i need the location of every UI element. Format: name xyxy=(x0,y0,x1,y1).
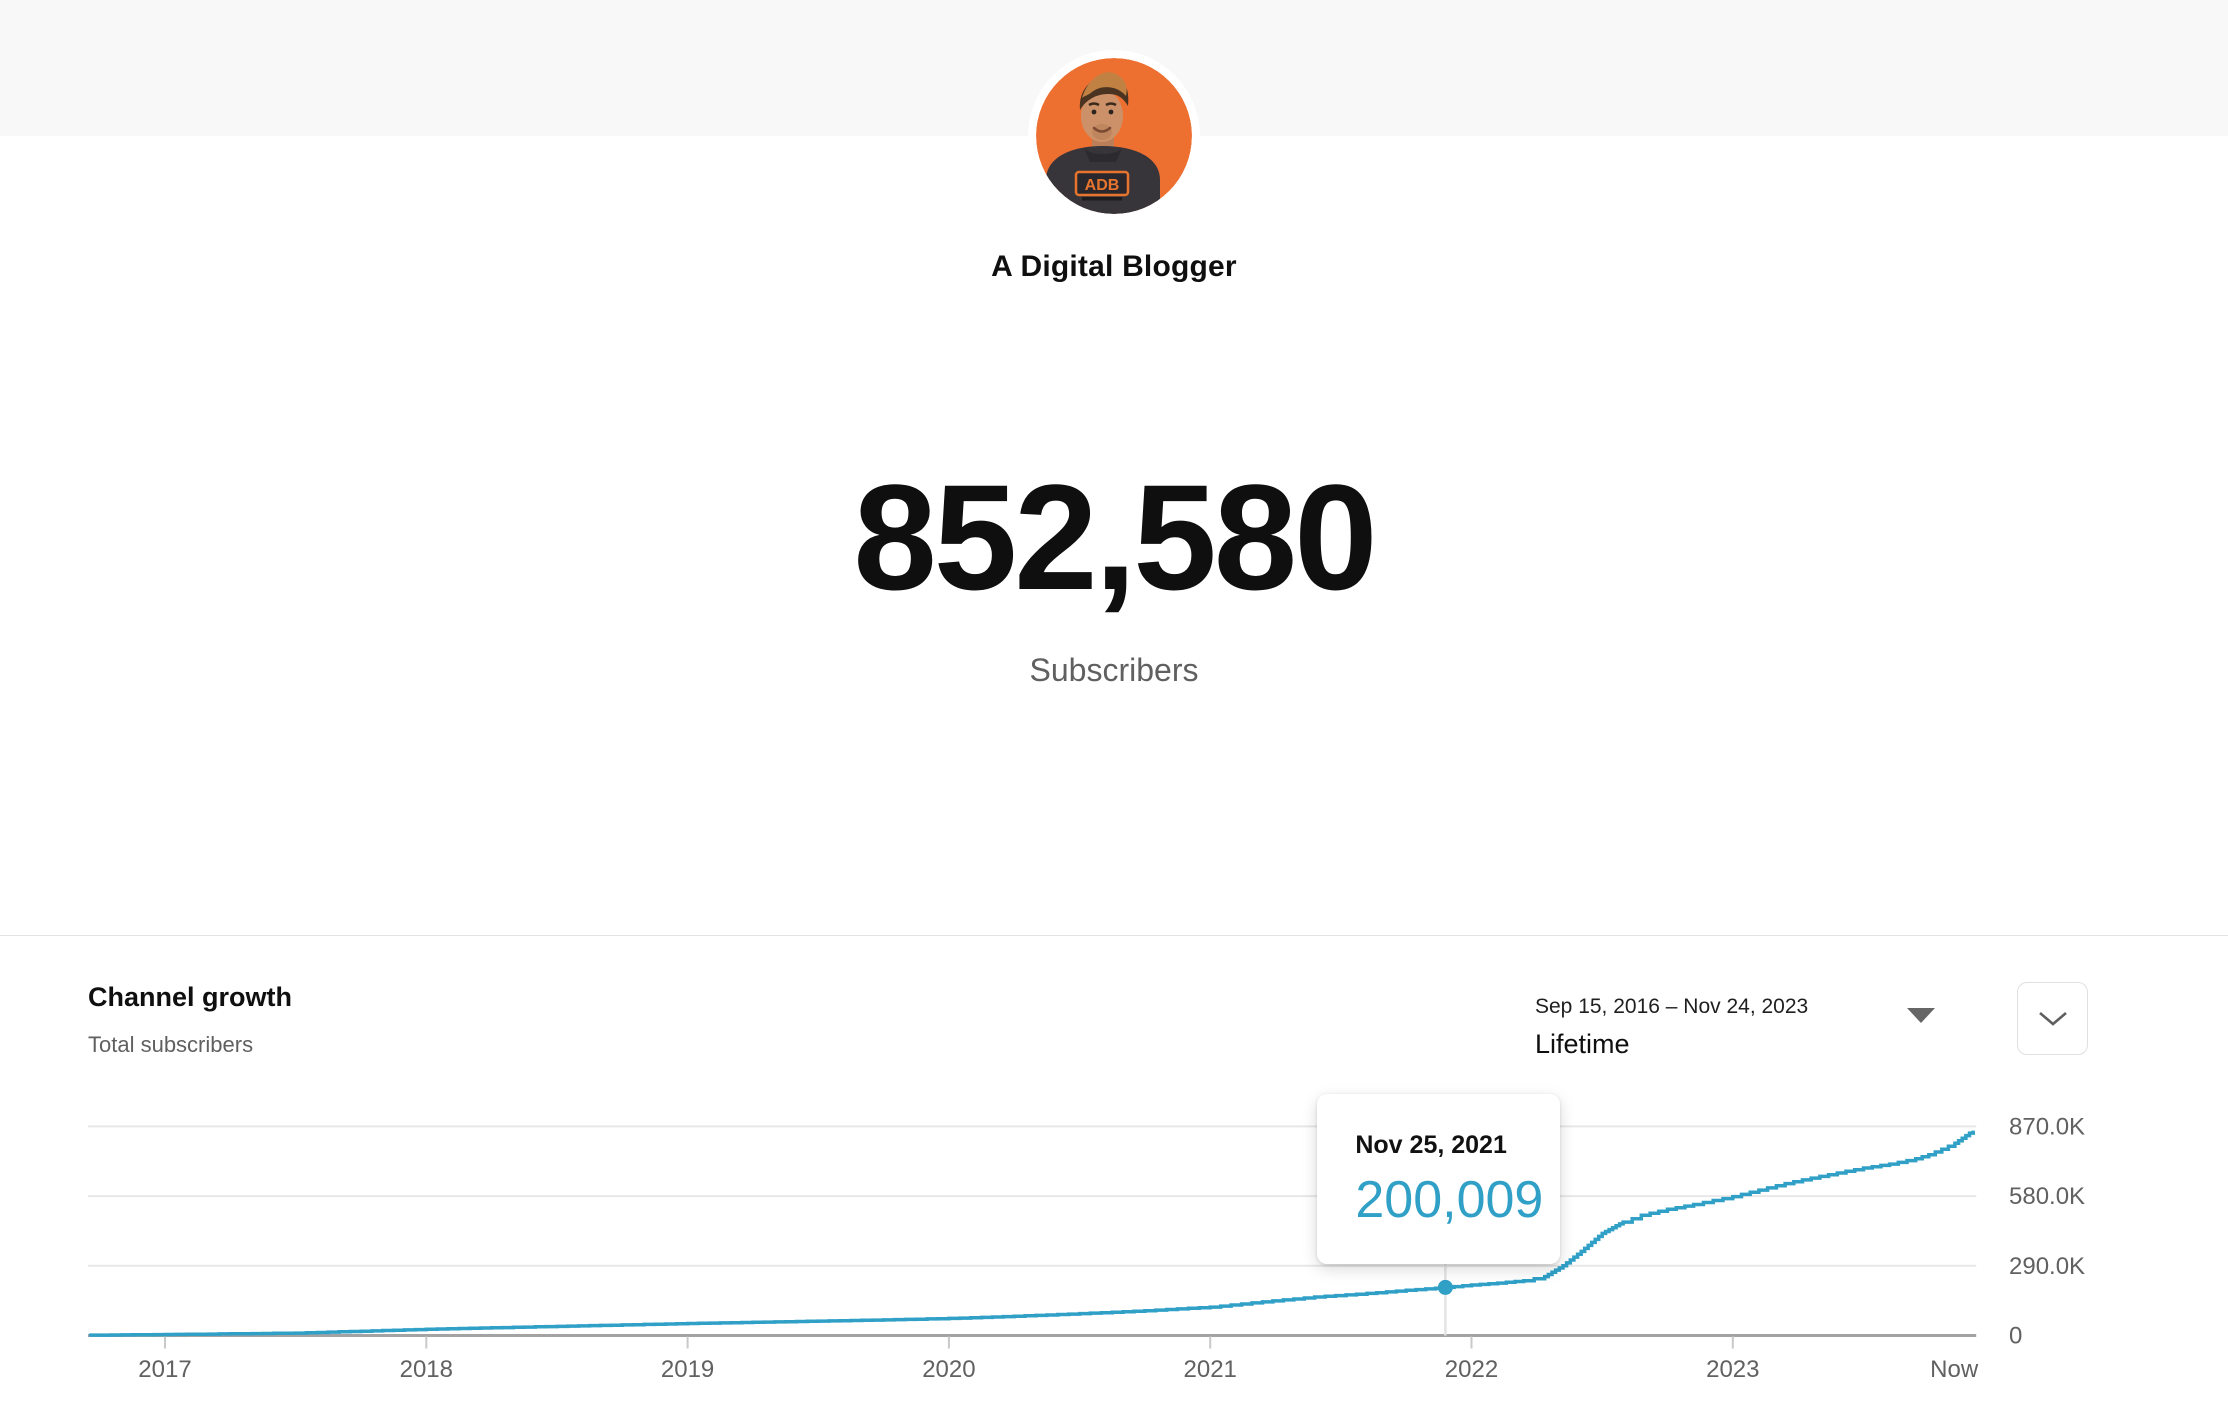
chart-subtitle: Total subscribers xyxy=(88,1032,254,1057)
chevron-down-icon xyxy=(2038,1011,2067,1026)
subscriber-count-label: Subscribers xyxy=(1029,652,1199,688)
chart-y-label: 290.0K xyxy=(2009,1253,2085,1280)
tooltip-value: 200,009 xyxy=(1355,1171,1544,1229)
chart-tooltip: Nov 25, 2021 200,009 xyxy=(1317,1094,1561,1264)
tooltip-date: Nov 25, 2021 xyxy=(1355,1131,1507,1159)
chart-x-label: 2019 xyxy=(661,1356,714,1383)
avatar-image: ADB xyxy=(1036,58,1192,214)
chart-x-label: 2017 xyxy=(138,1356,191,1383)
chart-line xyxy=(89,1130,1975,1337)
chart-y-label: 0 xyxy=(2009,1323,2022,1350)
chart-x-label: 2021 xyxy=(1184,1356,1237,1383)
chart-y-label: 580.0K xyxy=(2009,1183,2085,1210)
period-label: Lifetime xyxy=(1535,1029,1630,1060)
growth-chart[interactable]: 870.0K 580.0K 290.0K 0 2017 2018 2019 2020 2021 2… xyxy=(0,1060,2228,1410)
svg-text:ADB: ADB xyxy=(1085,177,1120,194)
date-range-label: Sep 15, 2016 – Nov 24, 2023 xyxy=(1535,995,1809,1018)
expand-chart-button[interactable] xyxy=(2017,982,2088,1055)
period-selector[interactable]: Sep 15, 2016 – Nov 24, 2023 Lifetime xyxy=(1535,994,1955,1070)
chart-y-label: 870.0K xyxy=(2009,1113,2085,1140)
chart-x-label: 2018 xyxy=(400,1356,453,1383)
chart-x-label: 2020 xyxy=(922,1356,975,1383)
chart-x-label: 2022 xyxy=(1445,1356,1498,1383)
channel-name: A Digital Blogger xyxy=(991,250,1237,283)
chart-x-label: 2023 xyxy=(1706,1356,1759,1383)
chart-title: Channel growth xyxy=(88,982,292,1012)
chart-x-label: Now xyxy=(1930,1356,1979,1383)
subscriber-count: 852,580 xyxy=(853,453,1377,621)
data-point-dot[interactable] xyxy=(1437,1279,1453,1295)
section-divider xyxy=(0,935,2228,936)
caret-down-icon[interactable] xyxy=(1907,1008,1935,1023)
channel-avatar: ADB xyxy=(1028,50,1200,222)
